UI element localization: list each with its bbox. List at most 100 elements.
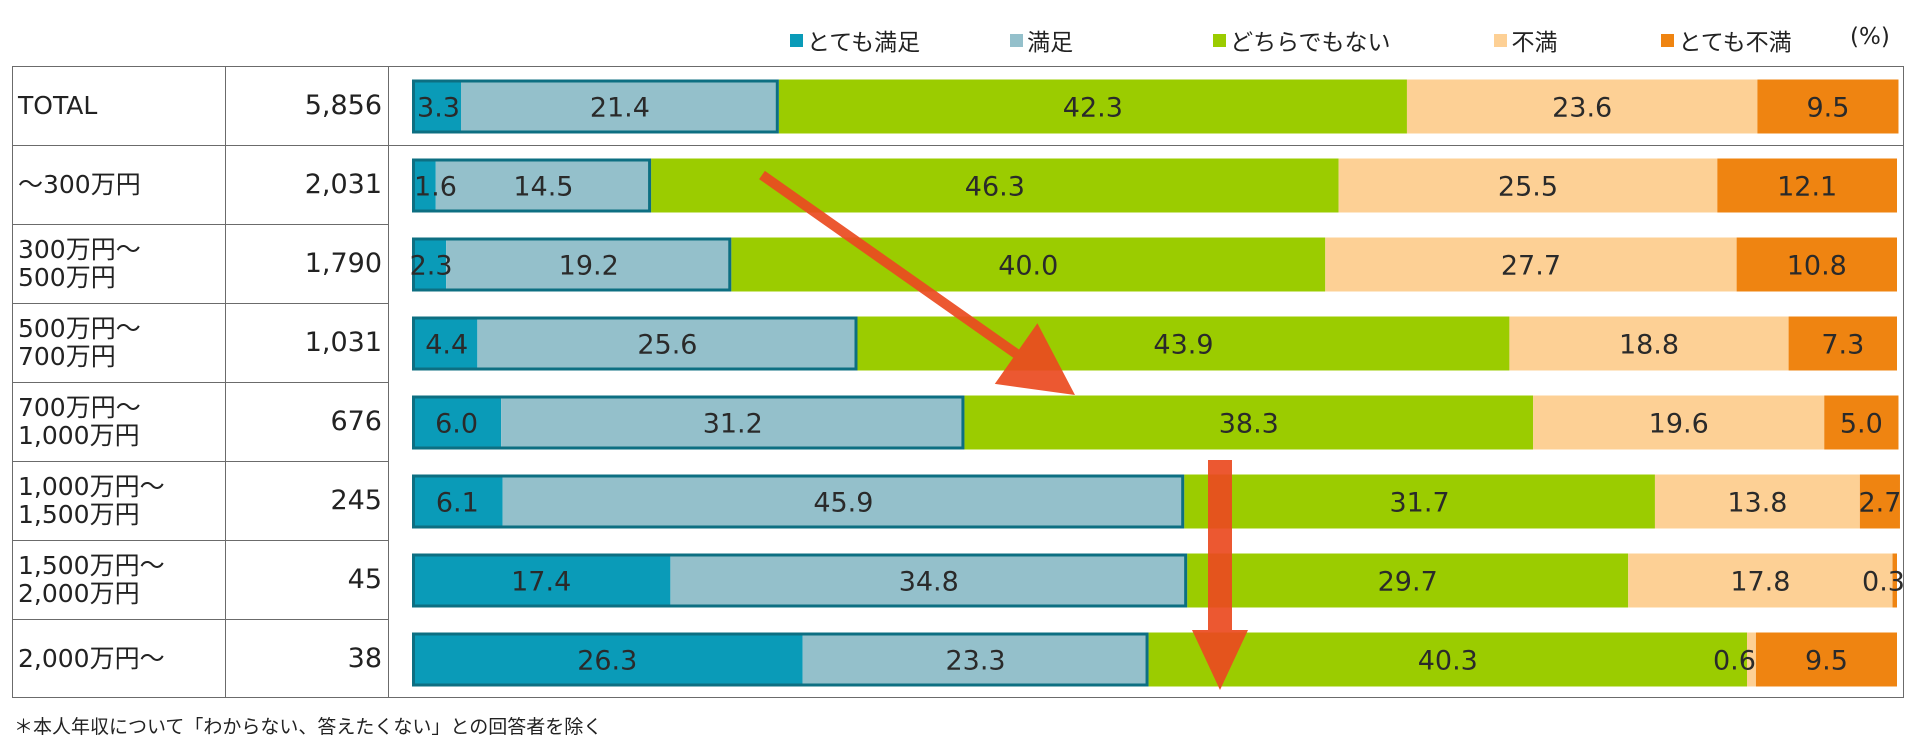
row-label-line: TOTAL (18, 90, 98, 120)
row-label-line: 1,500万円～ (18, 550, 165, 580)
bar-segment (1325, 237, 1737, 292)
data-label: 43.9 (1153, 330, 1213, 361)
bar-segment (461, 79, 779, 134)
satisfied-outline (412, 395, 965, 450)
bar-segment (802, 632, 1149, 687)
bar-segment (1533, 395, 1825, 450)
bar-segment (1148, 632, 1748, 687)
legend-swatch (790, 33, 803, 47)
data-label: 23.3 (945, 646, 1005, 677)
data-label: 7.3 (1821, 330, 1864, 361)
bar-segment (1406, 79, 1758, 134)
data-label: 19.6 (1649, 409, 1709, 440)
satisfied-outline (412, 316, 858, 371)
bar-segment (412, 632, 803, 687)
row-divider (12, 619, 388, 620)
row-label-line: 700万円 (18, 341, 116, 371)
row-sample-size: 245 (330, 485, 382, 516)
data-label: 17.8 (1730, 567, 1790, 598)
data-label: 26.3 (577, 646, 637, 677)
trend-arrow (1192, 460, 1248, 690)
row-sample-size: 2,031 (304, 169, 382, 200)
bar-segment (1628, 553, 1893, 608)
bar-segment (1747, 632, 1756, 687)
bar-segment (1824, 395, 1899, 450)
data-label: 10.8 (1787, 251, 1847, 282)
legend-label: とても満足 (807, 30, 921, 56)
bar-segment (412, 237, 447, 292)
satisfied-outline (412, 474, 1185, 529)
data-label: 2.7 (1858, 488, 1901, 519)
row-label-line: ～300万円 (18, 169, 141, 199)
row-divider (12, 224, 388, 225)
bar-segment (964, 395, 1534, 450)
legend-swatch (1213, 33, 1227, 47)
satisfied-outline (412, 632, 1149, 687)
data-label: 4.4 (425, 330, 468, 361)
row-label-line: 1,000万円 (18, 420, 140, 450)
row-divider (12, 540, 388, 541)
row-divider (12, 461, 388, 462)
bar-segment (477, 316, 858, 371)
data-label: 13.8 (1727, 488, 1787, 519)
row-label: 2,000万円～ (18, 619, 165, 698)
row-sample-size: 45 (347, 564, 382, 595)
satisfied-outline (412, 237, 732, 292)
row-label-line: 300万円～ (18, 234, 141, 264)
data-label: 3.3 (417, 93, 460, 124)
satisfied-outline (412, 553, 1188, 608)
bar-segment (412, 474, 503, 529)
row-label: TOTAL (18, 66, 97, 145)
bar-segment (670, 553, 1188, 608)
row-divider (12, 145, 1904, 146)
data-label: 17.4 (511, 567, 571, 598)
data-label: 46.3 (965, 172, 1025, 203)
footnote: ＊本人年収について「わからない、答えたくない」との回答者を除く (14, 716, 603, 738)
data-label: 6.1 (436, 488, 479, 519)
bar-segment (1892, 553, 1897, 608)
data-label: 0.6 (1713, 646, 1756, 677)
data-label: 34.8 (899, 567, 959, 598)
row-label: 1,500万円～ 2,000万円 (18, 540, 165, 619)
data-label: 9.5 (1805, 646, 1848, 677)
bar-segment (1187, 553, 1629, 608)
legend: とても満足 満足 どちらでもない 不満 とても不満 (790, 22, 1792, 58)
row-label-line: 700万円～ (18, 392, 141, 422)
data-label: 21.4 (590, 93, 650, 124)
bar-segment (857, 316, 1510, 371)
row-label-line: 500万円 (18, 262, 116, 292)
data-label: 40.0 (998, 251, 1058, 282)
bar-segment (412, 395, 502, 450)
bar-segment (446, 237, 732, 292)
bar-segment (1736, 237, 1897, 292)
data-label: 29.7 (1378, 567, 1438, 598)
row-label-line: 2,000万円 (18, 578, 140, 608)
data-label: 14.5 (513, 172, 573, 203)
bar-segment (501, 395, 965, 450)
row-label: 1,000万円～ 1,500万円 (18, 461, 165, 540)
bar-segment (435, 158, 652, 213)
bar-segment (651, 158, 1339, 213)
bar-segment (1859, 474, 1900, 529)
legend-item: とても不満 (1661, 23, 1792, 57)
bar-segment (1509, 316, 1789, 371)
bar-segment (412, 79, 462, 134)
bar-segment (1184, 474, 1655, 529)
bar-segment (412, 316, 478, 371)
row-label: 500万円～ 700万円 (18, 303, 141, 382)
data-label: 19.2 (559, 251, 619, 282)
data-label: 1.6 (414, 172, 457, 203)
legend-swatch (1494, 33, 1508, 47)
data-label: 38.3 (1219, 409, 1279, 440)
data-label: 42.3 (1063, 93, 1123, 124)
bar-segment (1717, 158, 1897, 213)
row-label-line: 500万円～ (18, 313, 141, 343)
legend-item: どちらでもない (1213, 23, 1390, 57)
data-label: 31.7 (1390, 488, 1450, 519)
legend-swatch (1010, 33, 1024, 47)
data-label: 25.5 (1498, 172, 1558, 203)
unit-label: (%) (1850, 24, 1890, 50)
bar-segment (1788, 316, 1897, 371)
bar-segment (412, 158, 436, 213)
row-label-line: 1,000万円～ (18, 471, 165, 501)
